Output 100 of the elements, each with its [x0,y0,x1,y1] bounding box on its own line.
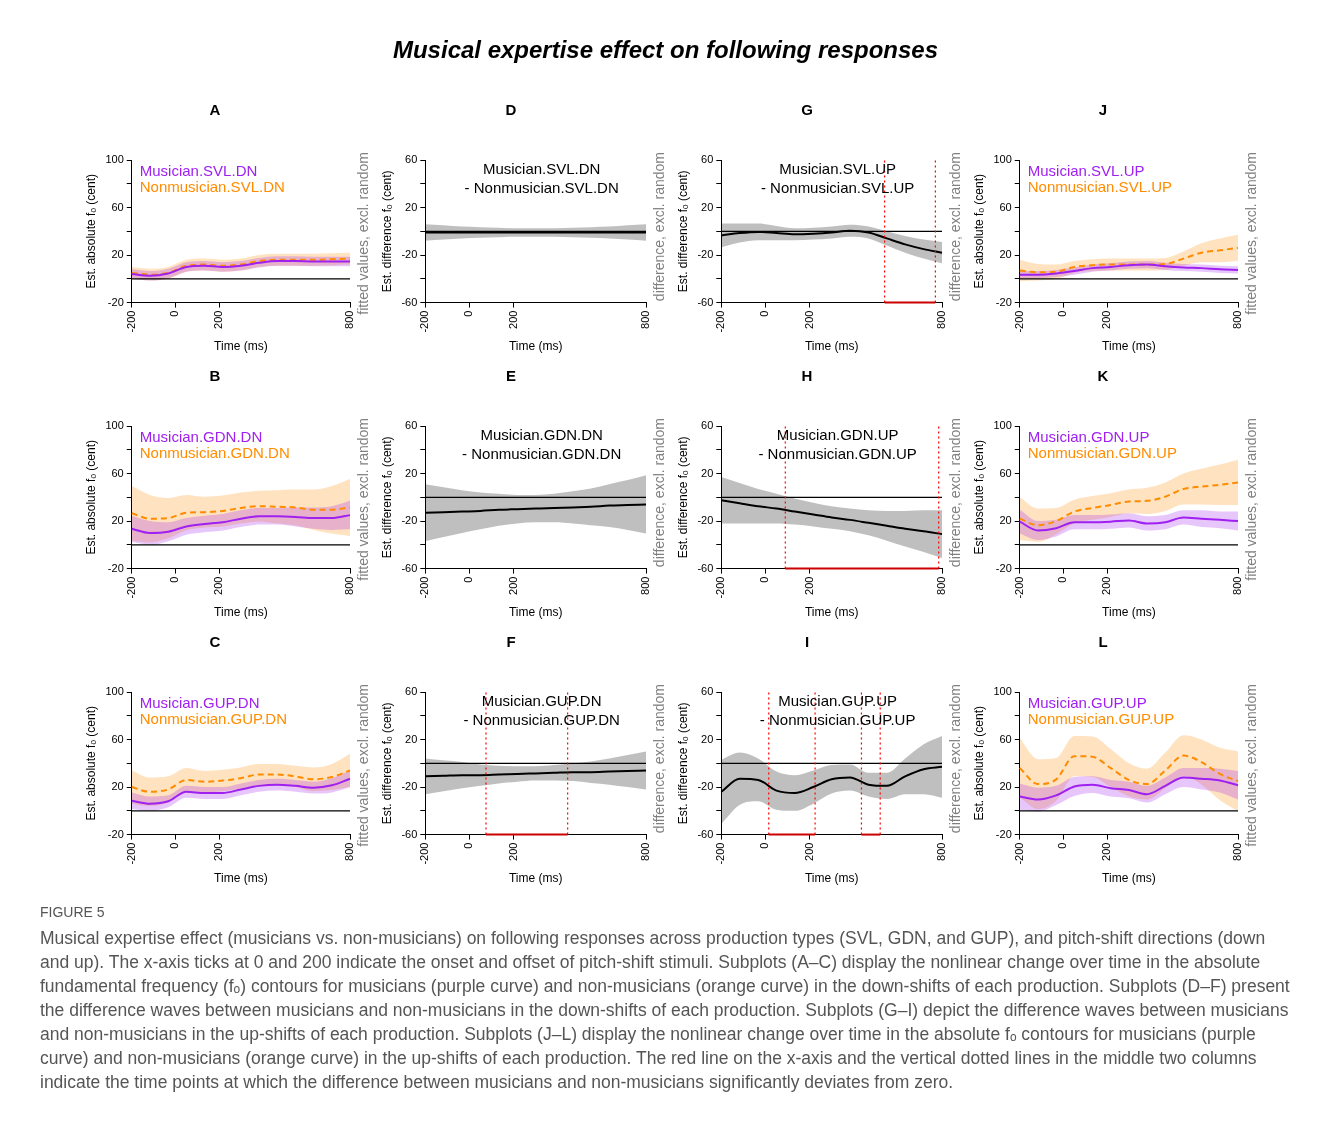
x-tick-label: -200 [124,310,137,333]
y-tick-label: -20 [995,295,1012,308]
y-tick-label: 20 [999,514,1012,527]
y-tick-label: 60 [405,153,418,166]
y2-axis-title: fitted values, excl. random [354,418,371,581]
y2-axis-title: difference, excl. random [946,152,963,302]
chart-title: B [209,367,221,385]
x-tick-label: 0 [168,842,181,849]
y-tick-label: -60 [697,561,714,574]
annotation: - Nonmusician.GDN.DN [462,444,622,462]
y-tick-label: 20 [111,248,124,261]
x-tick-label: 800 [1231,310,1244,329]
x-tick-label: 200 [506,576,519,595]
y-tick-label: 20 [405,466,418,479]
text: Musical expertise effect on following responses [391,35,939,65]
annotation: - Nonmusician.SVL.DN [464,178,619,196]
x-axis-title: Time (ms) [804,605,859,620]
x-tick-label: 200 [802,576,815,595]
x-tick-label: -200 [124,576,137,599]
y-axis-title: Est. difference fₒ (cent) [675,702,690,825]
annotation: Musician.GUP.UP [778,691,898,709]
chart-title: L [1098,633,1108,651]
y-tick-label: 100 [105,419,124,432]
y-tick-label: -20 [401,514,418,527]
x-tick-label: -200 [714,310,727,333]
chart-title: H [801,367,813,385]
text: Nonmusician.GDN.DN [139,443,290,461]
text: Nonmusician.SVL.UP [1027,177,1172,195]
chart-title: I [804,633,810,651]
x-tick-label: 200 [1100,576,1113,595]
text: Musician.GDN.DN [139,427,263,445]
x-tick-label: -200 [124,842,137,865]
x-axis-title: Time (ms) [214,871,268,886]
y-tick-label: 20 [701,200,714,213]
x-tick-label: -200 [714,576,727,599]
x-tick-label: 200 [212,842,225,861]
x-tick-label: 800 [639,310,652,329]
x-tick-label: 800 [343,842,356,861]
y-tick-label: 100 [105,153,124,166]
x-axis-title: Time (ms) [508,871,563,886]
chart-title: K [1097,367,1109,385]
x-axis-title: Time (ms) [804,339,859,354]
y-axis-title: Est. difference fₒ (cent) [379,170,394,293]
y-tick-label: 20 [111,780,124,793]
y-tick-label: 60 [999,466,1012,479]
x-tick-label: 200 [212,576,225,595]
annotation: - Nonmusician.GDN.UP [758,444,917,462]
x-axis-title: Time (ms) [214,339,268,354]
chart-title: E [505,367,517,385]
annotation: Musician.GUP.DN [481,691,602,709]
y-tick-label: 60 [999,732,1012,745]
x-tick-label: 0 [1056,576,1069,583]
text: Musical expertise effect (musicians vs. non-musicians) on following responses across production types (SVL, GDN, and GUP), and pitch-shift directions (down and up). The x-axis ticks at 0 and 200 indicate the onset and offset of pitch-shift stimuli. Subplots (A–C) display the nonlinear change over time in the absolute fundamental frequency (fₒ) contours for musicians (purple curve) and non-musicians (orange curve) in the down-shifts of each production. Subplots (D–F) present the difference waves between musicians and non-musicians in the down-shifts of each production. Subplots (G–I) depict the difference waves between musicians and non-musicians in the up-shifts of each production. Subplots (J–L) display the nonlinear change over time in the absolute fₒ contours for musicians (purple curve) and non-musicians (orange curve) in the up-shifts of each production. The red line on the x-axis and the vertical dotted lines in the middle two columns indicate the time points at which the difference between musicians and non-musicians significantly deviates from zero. [40,927,1291,1094]
x-tick-label: -200 [418,576,431,599]
y-tick-label: -20 [697,514,714,527]
x-axis-title: Time (ms) [804,871,859,886]
x-tick-label: 200 [1100,310,1113,329]
annotation: Musician.SVL.DN [482,159,601,177]
y2-axis-title: difference, excl. random [650,418,667,568]
chart-title: G [801,101,813,119]
x-axis-title: Time (ms) [508,339,563,354]
y-tick-label: -20 [995,561,1012,574]
y-axis-title: Est. difference fₒ (cent) [675,436,690,559]
x-axis-title: Time (ms) [1102,339,1156,354]
y-tick-label: 20 [405,200,418,213]
y-tick-label: -60 [401,561,418,574]
annotation: Musician.SVL.UP [779,159,897,177]
series-label: Nonmusician.GDN.UP [1027,443,1177,461]
y-tick-label: 20 [405,732,418,745]
y-tick-label: 20 [999,248,1012,261]
text: Musician.GUP.UP [1027,693,1147,711]
x-tick-label: 200 [1100,842,1113,861]
x-tick-label: 0 [758,310,771,317]
y-tick-label: -20 [995,827,1012,840]
y-tick-label: 60 [405,685,418,698]
y-tick-label: 60 [701,419,714,432]
y-tick-label: 60 [111,466,124,479]
x-tick-label: -200 [418,310,431,333]
y-tick-label: 20 [701,732,714,745]
x-tick-label: 800 [935,310,948,329]
x-tick-label: 800 [343,576,356,595]
text: Nonmusician.GUP.UP [1027,709,1175,727]
x-tick-label: 800 [935,842,948,861]
y-tick-label: 60 [111,200,124,213]
x-tick-label: 800 [935,576,948,595]
x-tick-label: 0 [168,576,181,583]
y-tick-label: 20 [999,780,1012,793]
y-tick-label: -20 [107,561,124,574]
text: Nonmusician.GUP.DN [139,709,288,727]
x-tick-label: 200 [506,842,519,861]
chart-title: J [1098,101,1108,119]
y-tick-label: 60 [701,685,714,698]
text: Musician.GUP.DN [139,693,260,711]
y2-axis-title: difference, excl. random [650,152,667,302]
y-tick-label: 100 [105,685,124,698]
y-tick-label: 60 [701,153,714,166]
x-tick-label: 0 [168,310,181,317]
x-tick-label: 200 [506,310,519,329]
annotation: Musician.GDN.DN [480,425,603,443]
y-axis-title: Est. absolute fₒ (cent) [83,174,98,289]
